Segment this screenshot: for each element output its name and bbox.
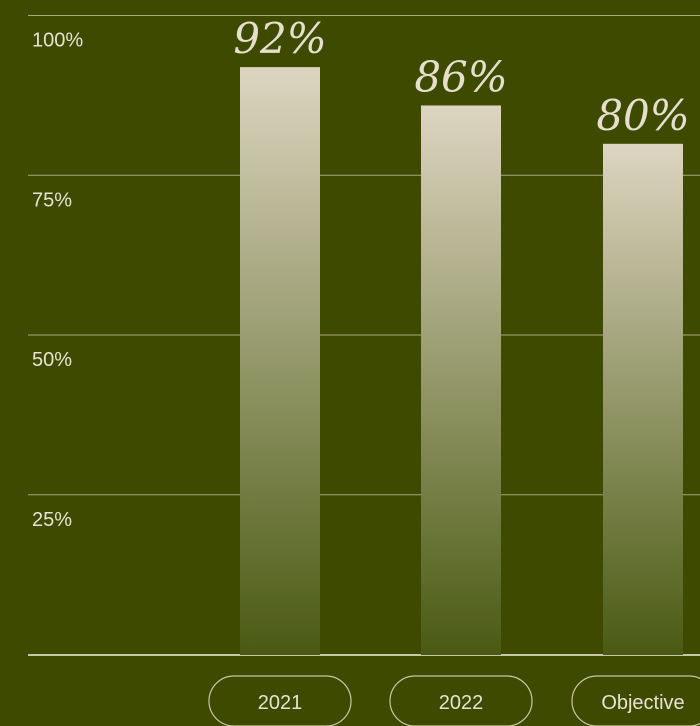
- x-tick-label: Objective: [601, 692, 684, 714]
- category-pill-2022[interactable]: 2022: [389, 675, 533, 726]
- category-pill-2021[interactable]: 2021: [208, 675, 352, 726]
- gridlines: [28, 15, 700, 656]
- bar-objective: [603, 143, 683, 656]
- value-label: 86%: [414, 52, 507, 101]
- value-label: 80%: [596, 91, 689, 140]
- value-label: 92%: [233, 14, 326, 63]
- pill-outline: [208, 675, 352, 726]
- y-tick-label: 50%: [32, 349, 72, 371]
- value-labels: 92% 86% 80%: [233, 14, 689, 140]
- x-tick-label: 2022: [439, 692, 484, 714]
- pill-outline: [389, 675, 533, 726]
- y-tick-label: 75%: [32, 189, 72, 211]
- category-pill-objective[interactable]: Objective: [571, 675, 700, 726]
- pill-outline: [571, 675, 700, 726]
- y-tick-label: 100%: [32, 30, 83, 52]
- y-tick-label: 25%: [32, 509, 72, 531]
- bar-2022: [421, 105, 501, 655]
- bars: [240, 67, 683, 656]
- x-tick-label: 2021: [258, 692, 303, 714]
- y-axis-ticks: 25% 50% 75% 100%: [32, 30, 83, 531]
- bar-2021: [240, 67, 320, 656]
- category-pills: 2021 2022 Objective: [208, 675, 700, 726]
